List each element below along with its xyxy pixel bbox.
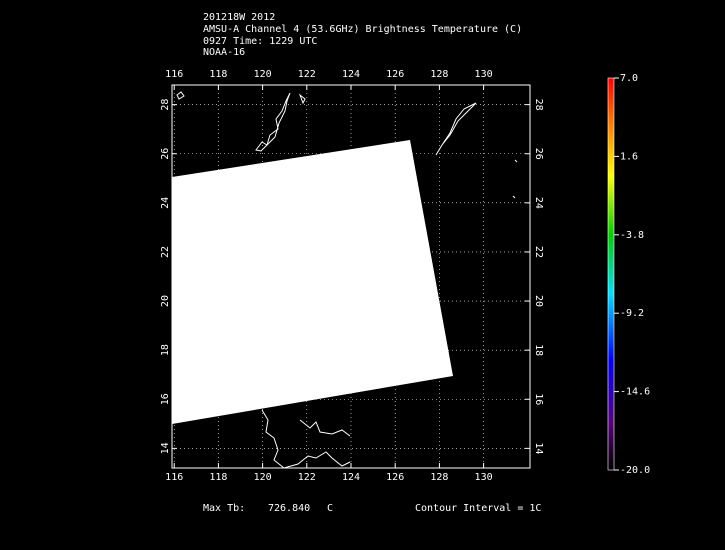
y-tick-label: 20: [533, 295, 544, 307]
max-value: 726.840: [268, 503, 310, 514]
x-tick-label: 124: [342, 472, 360, 483]
x-tick-label: 118: [209, 472, 227, 483]
title-line: 0927 Time: 1229 UTC: [203, 36, 317, 47]
y-tick-label: 18: [160, 344, 171, 356]
x-tick-label: 116: [165, 69, 183, 80]
x-tick-label: 128: [430, 69, 448, 80]
x-tick-label: 120: [254, 69, 272, 80]
y-tick-label: 24: [533, 197, 544, 209]
contour-interval: Contour Interval = 1C: [415, 503, 541, 514]
x-tick-label: 118: [209, 69, 227, 80]
data-swath: [172, 140, 453, 424]
colorbar-label: -14.6: [620, 387, 650, 398]
x-tick-label: 126: [386, 472, 404, 483]
max-label: Max Tb:: [203, 503, 245, 514]
title-line: 201218W 2012: [203, 12, 275, 23]
x-tick-label: 126: [386, 69, 404, 80]
y-tick-label: 26: [533, 148, 544, 160]
x-tick-label: 128: [430, 472, 448, 483]
max-unit: C: [327, 503, 333, 514]
y-tick-label: 24: [160, 197, 171, 209]
x-tick-label: 120: [254, 472, 272, 483]
colorbar: [607, 77, 615, 471]
colorbar-label: 1.6: [620, 151, 638, 162]
y-tick-label: 16: [160, 393, 171, 405]
x-tick-label: 130: [475, 472, 493, 483]
colorbar-label: -9.2: [620, 308, 644, 319]
x-tick-label: 122: [298, 69, 316, 80]
y-tick-label: 16: [533, 393, 544, 405]
y-tick-label: 28: [533, 99, 544, 111]
colorbar-label: -20.0: [620, 465, 650, 476]
colorbar-label: 7.0: [620, 73, 638, 84]
x-tick-label: 124: [342, 69, 360, 80]
y-tick-label: 18: [533, 344, 544, 356]
coastlines: [176, 91, 518, 469]
title-line: AMSU-A Channel 4 (53.6GHz) Brightness Te…: [203, 24, 522, 35]
x-tick-label: 122: [298, 472, 316, 483]
x-tick-label: 116: [165, 472, 183, 483]
y-tick-label: 14: [160, 442, 171, 454]
x-tick-label: 130: [475, 69, 493, 80]
y-tick-label: 22: [160, 246, 171, 258]
y-tick-label: 22: [533, 246, 544, 258]
colorbar-label: -3.8: [620, 230, 644, 241]
y-tick-label: 14: [533, 442, 544, 454]
y-tick-label: 26: [160, 148, 171, 160]
y-tick-label: 28: [160, 99, 171, 111]
title-line: NOAA-16: [203, 47, 245, 58]
y-tick-label: 20: [160, 295, 171, 307]
